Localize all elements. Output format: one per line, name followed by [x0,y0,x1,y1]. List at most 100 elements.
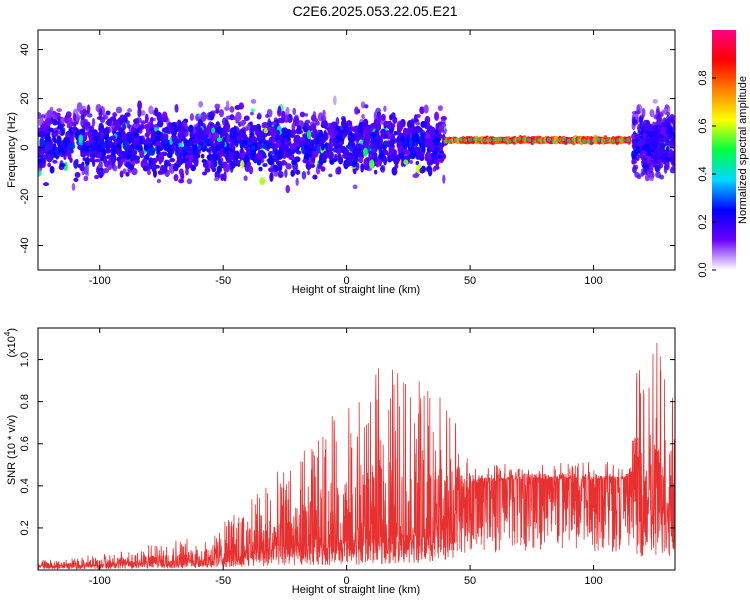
spectrogram-cell [437,134,443,139]
spectrogram-cell [276,108,282,117]
spectrogram-cell [285,163,292,170]
spectrogram-cell [262,162,268,168]
spectrogram-cell [403,159,409,165]
spectrogram-cell [46,110,53,119]
spectrogram-cell [662,159,666,165]
spectrogram-cell [208,132,212,140]
snr-y-ticks: 0.2 0.4 0.6 0.8 1.0 [19,352,675,536]
spectrogram-cell [122,122,126,131]
spectrogram-cell [134,159,140,164]
spectrogram-cell [212,153,218,162]
spectrogram-cell [477,136,482,141]
spectrogram-cell [284,168,288,178]
spectrogram-cell [112,165,118,172]
spectrogram-cell [102,113,107,118]
spectrogram-cell [269,150,274,155]
spectrogram-cell [473,137,478,142]
spectrogram-cell [311,114,317,122]
spectrogram-y-tick-label: 40 [19,43,31,55]
spectrogram-cell [664,133,669,139]
spectrogram-cell [263,139,267,145]
spectrogram-cell [99,130,105,141]
spectrogram-cell [244,155,250,164]
spectrogram-cell [214,103,221,110]
spectrogram-cell [133,124,140,129]
spectrogram-cell [267,157,274,166]
spectrogram-cell [272,164,279,172]
spectrogram-cell [312,132,318,137]
spectrogram-cell [507,139,512,144]
spectrogram-cell [245,127,249,131]
spectrogram-cell [154,107,159,117]
spectrogram-cell [249,149,256,159]
spectrogram-cell [336,146,342,155]
spectrogram-cell [357,124,364,134]
spectrogram-cell [349,145,354,152]
spectrogram-cell [492,137,497,142]
spectrogram-cell [663,164,668,174]
spectrogram-cell [98,107,103,118]
spectrogram-cell [443,139,448,144]
snr-x-tick-label: -50 [215,575,231,587]
spectrogram-cell [127,148,133,156]
spectrogram-cell [383,149,388,155]
spectrogram-cell [375,129,380,138]
spectrogram-cell [249,121,253,126]
spectrogram-cell [191,151,199,155]
spectrogram-cell [56,137,62,145]
spectrogram-cell [434,111,440,121]
spectrogram-cell [215,144,221,152]
spectrogram-cell [216,137,223,143]
spectrogram-cell [105,143,110,150]
spectrogram-cell [424,132,431,140]
spectrogram-cell [321,121,326,127]
spectrogram-cell [57,124,63,130]
snr-y-tick-label: 1.0 [19,352,31,367]
spectrogram-cell [327,144,333,152]
spectrogram-cell [71,128,77,133]
spectrogram-cell [312,150,319,158]
spectrogram-cell [636,104,643,113]
spectrogram-cell [320,166,326,172]
spectrogram-cell [66,116,73,127]
spectrogram-cell [591,138,596,143]
spectrogram-cell [212,131,219,140]
spectrogram-cell [657,139,663,146]
spectrogram-cell [657,151,662,159]
spectrogram-cell [377,145,384,150]
spectrogram-cell [94,174,99,180]
spectrogram-cell [189,113,195,121]
spectrogram-cell [268,167,274,172]
spectrogram-cell [75,114,80,122]
spectrogram-cell [115,106,123,114]
spectrogram-cell [77,144,83,151]
spectrogram-frame [37,29,676,271]
spectrogram-cell [154,127,159,132]
spectrogram-cell [249,132,255,138]
spectrogram-cell [149,147,156,156]
spectrogram-cell [145,124,152,130]
spectrogram-cell [146,139,152,146]
spectrogram-x-tick-label: 100 [584,275,602,287]
spectrogram-cell [641,132,647,138]
spectrogram-cell [552,139,557,144]
spectrogram-cell [468,137,473,142]
spectrogram-cell [198,100,204,108]
spectrogram-cell [376,122,381,131]
spectrogram-cell [639,116,643,126]
spectrogram-cell [91,117,96,127]
spectrogram-cell [290,129,297,136]
spectrogram-cell [200,111,207,122]
spectrogram-cell [626,137,631,142]
spectrogram-cell [281,137,285,147]
spectrogram-cell [115,147,120,153]
colorbar-gradient [712,30,736,270]
spectrogram-cell [92,129,98,138]
spectrogram-x-axis-label: Height of straight line (km) [292,284,420,296]
spectrogram-cell [369,159,375,169]
spectrogram-cell [230,140,234,150]
spectrogram-cell [106,118,112,127]
snr-plot-area [38,342,675,570]
spectrogram-cell [416,138,421,144]
spectrogram-cell [39,130,46,138]
